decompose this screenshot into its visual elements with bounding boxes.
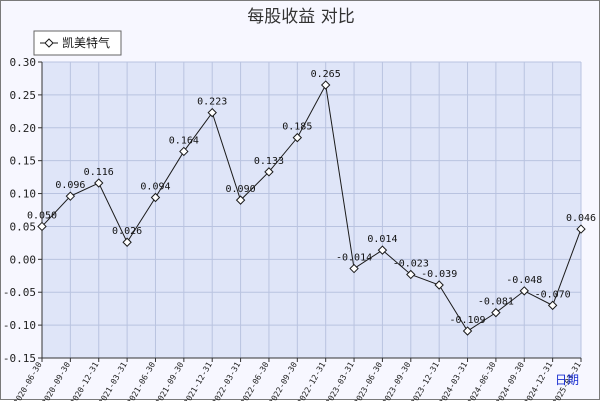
data-point [434,280,444,290]
data-point [576,224,586,234]
y-tick-label: -0.10 [3,319,36,332]
x-tick-label: 2020-12-31 [69,360,101,401]
data-label: -0.023 [393,258,429,269]
data-point [519,286,529,296]
data-point [292,132,303,143]
series: 0.050 0.096 0.116 0.026 0.094 0.164 0.223 0.090… [27,69,596,336]
x-tick-label: 2021-12-31 [182,360,214,401]
chart-title: 每股收益 对比 [247,7,354,27]
data-label: -0.109 [449,315,485,326]
y-tick-label: 0.25 [10,89,37,102]
data-point [150,192,161,203]
x-tick-label: 2022-09-30 [267,360,299,401]
y-tick-label: 0.10 [10,188,37,201]
x-tick-label: 2023-06-30 [352,360,384,401]
y-tick-label: 0.05 [10,220,37,233]
data-label: 0.014 [367,234,397,245]
data-label: 0.116 [84,167,114,178]
data-label: 0.164 [169,135,199,146]
y-tick-label: 0.00 [10,253,37,266]
y-tick-label: -0.15 [3,352,36,365]
data-point [462,326,473,336]
x-axis-title: 日期 [555,373,579,387]
x-tick-label: 2024-06-30 [466,360,498,401]
x-tick-label: 2024-12-31 [522,360,554,401]
data-point [179,146,189,157]
data-point [547,300,558,311]
x-tick-label: 2021-06-30 [125,360,157,401]
data-point [235,195,246,205]
data-point [349,263,359,274]
data-point [122,237,132,247]
x-tick-label: 2023-03-31 [324,360,356,401]
data-label: 0.133 [254,156,284,167]
x-tick-label: 2024-09-30 [494,360,526,401]
legend: 凯美特气 [33,30,122,56]
y-tick-label: 0.15 [10,155,37,168]
data-label: 0.026 [112,226,142,237]
data-point [94,178,104,188]
data-label: -0.039 [421,269,457,280]
x-tick-label: 2020-06-30 [12,360,44,401]
data-label: -0.070 [535,289,571,300]
data-point [320,80,331,90]
data-label: 0.050 [27,210,57,221]
data-label: -0.081 [478,297,514,308]
data-label: 0.090 [226,184,256,195]
x-tick-label: 2022-12-31 [296,360,328,401]
x-tick-label: 2024-03-31 [437,360,469,401]
x-tick-label: 2023-09-30 [381,360,413,401]
data-point [377,245,388,255]
data-label: 0.046 [566,213,596,224]
data-point [264,167,274,177]
data-point [207,107,217,118]
data-point [406,269,416,280]
legend-entry: 凯美特气 [62,35,110,50]
x-tick-label: 2023-12-31 [409,360,441,401]
x-tick-label: 2021-09-30 [154,360,186,401]
y-tick-label: -0.05 [3,286,36,299]
data-point [37,221,47,232]
data-label: -0.048 [506,275,542,286]
x-tick-label: 2020-09-30 [40,360,72,401]
data-label: 0.223 [197,97,227,108]
series-line [41,83,582,332]
x-tick-label: 2021-03-31 [97,360,129,401]
y-tick-label: 0.20 [10,122,37,135]
y-tick-label: 0.30 [10,56,37,69]
data-label: 0.185 [282,122,312,133]
plot-area [42,62,581,358]
data-label: 0.096 [55,180,85,191]
data-label: 0.265 [311,69,341,80]
data-label: -0.014 [336,253,372,264]
data-point [491,307,501,318]
legend-marker-icon [44,38,54,48]
x-tick-label: 2022-03-31 [210,360,242,401]
data-label: 0.094 [140,182,170,193]
data-point [65,191,76,201]
x-tick-label: 2022-06-30 [239,360,271,401]
